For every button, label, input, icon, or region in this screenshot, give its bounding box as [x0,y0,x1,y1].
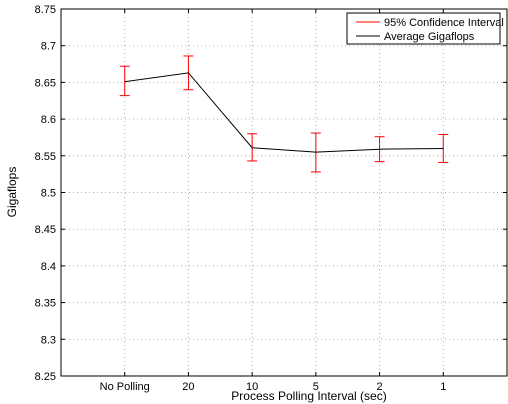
y-tick-label: 8.4 [41,261,56,273]
y-tick-label: 8.75 [35,4,56,16]
y-tick-label: 8.25 [35,371,56,383]
legend-label-ci: 95% Confidence Interval [384,17,504,29]
y-tick-label: 8.55 [35,151,56,163]
y-tick-label: 8.65 [35,77,56,89]
y-tick-label: 8.45 [35,224,56,236]
x-tick-label: 2 [377,381,383,393]
legend: 95% Confidence Interval Average Gigaflop… [346,12,504,45]
y-tick-label: 8.5 [41,188,56,200]
x-tick-label: 1 [440,381,446,393]
x-axis-label: Process Polling Interval (sec) [231,389,386,403]
series [119,55,449,173]
legend-label-avg: Average Gigaflops [384,31,475,43]
y-tick-label: 8.35 [35,298,56,310]
y-tick-label: 8.7 [41,41,56,53]
x-tick-label: No Polling [100,381,150,393]
x-tick-label: 5 [313,381,319,393]
x-tick-label: 10 [246,381,258,393]
x-tick-label: 20 [182,381,194,393]
y-tick-label: 8.6 [41,114,56,126]
legend-box [346,12,501,45]
y-axis-label: Gigaflops [5,167,19,218]
series-line-average [124,72,444,153]
y-tick-label: 8.3 [41,334,56,346]
ticks: 8.25 8.3 8.35 8.4 8.45 8.5 8.55 8.6 8.65 8.7 8.75 N… [35,4,507,393]
